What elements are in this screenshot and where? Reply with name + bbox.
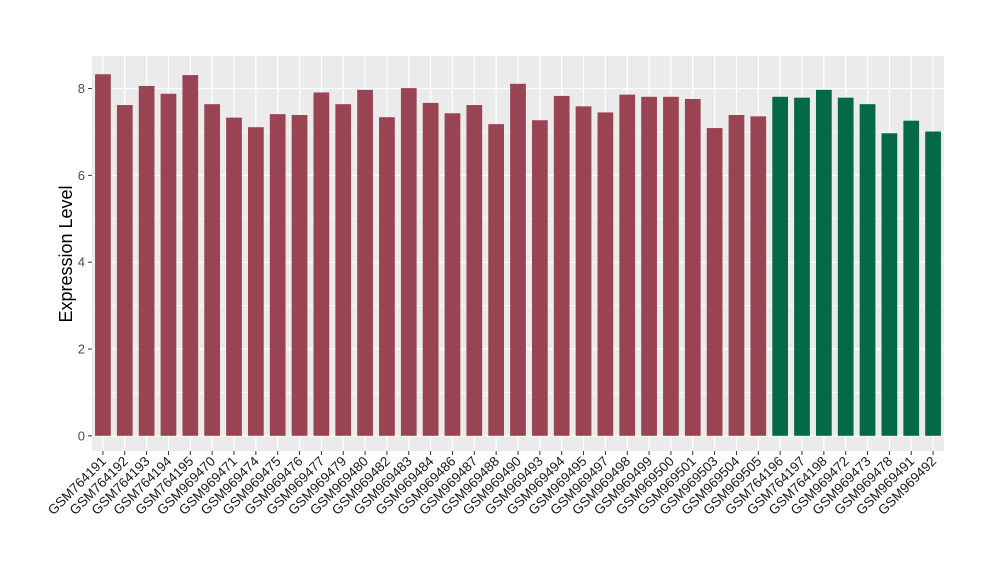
bar-gsm969486	[444, 113, 461, 436]
bar-gsm969478	[881, 133, 898, 436]
bar-gsm969480	[357, 89, 373, 436]
bar-gsm969482	[379, 117, 395, 436]
bar-gsm969501	[684, 98, 701, 436]
bar-gsm969475	[269, 114, 286, 436]
bar-gsm764197	[794, 97, 810, 436]
bar-gsm969474	[247, 127, 264, 436]
y-tick-label: 6	[78, 168, 85, 183]
bar-gsm764191	[95, 74, 111, 436]
y-axis-title: Expression Level	[56, 185, 76, 322]
bar-gsm969499	[641, 96, 657, 436]
bar-gsm969500	[663, 96, 679, 436]
bar-gsm764196	[772, 96, 789, 436]
bar-gsm969476	[291, 115, 308, 436]
bar-gsm969472	[837, 97, 854, 436]
bar-gsm969498	[619, 94, 636, 436]
bar-gsm969471	[226, 117, 242, 436]
bar-gsm969473	[859, 104, 876, 436]
bar-gsm969487	[466, 105, 483, 436]
y-tick-label: 8	[78, 81, 85, 96]
bar-gsm969477	[313, 92, 330, 436]
bar-gsm969479	[335, 104, 352, 436]
bar-gsm969505	[750, 116, 767, 436]
bar-gsm969484	[422, 102, 439, 436]
bar-gsm969470	[204, 104, 221, 436]
bar-gsm764198	[815, 89, 832, 436]
bars	[95, 74, 941, 436]
bar-gsm764193	[138, 85, 155, 436]
bar-gsm969492	[925, 131, 941, 436]
bar-gsm969504	[728, 115, 745, 436]
bar-gsm764195	[182, 75, 199, 436]
bar-gsm969494	[553, 95, 570, 436]
bar-gsm969490	[510, 83, 526, 436]
x-axis-ticks: GSM764191GSM764192GSM764193GSM764194GSM7…	[45, 451, 939, 518]
bar-gsm969495	[575, 106, 592, 436]
y-axis-ticks: 0 2 4 6 8	[78, 81, 92, 443]
bar-gsm969483	[400, 88, 417, 436]
bar-gsm969491	[903, 120, 920, 436]
bar-gsm969497	[597, 112, 614, 436]
bar-gsm764192	[116, 105, 133, 436]
bar-gsm969493	[531, 120, 548, 436]
y-tick-label: 2	[78, 341, 85, 356]
y-tick-label: 4	[78, 255, 85, 270]
bar-gsm969488	[488, 124, 505, 436]
bar-gsm764194	[160, 93, 177, 436]
bar-gsm969503	[706, 128, 723, 436]
y-tick-label: 0	[78, 428, 85, 443]
